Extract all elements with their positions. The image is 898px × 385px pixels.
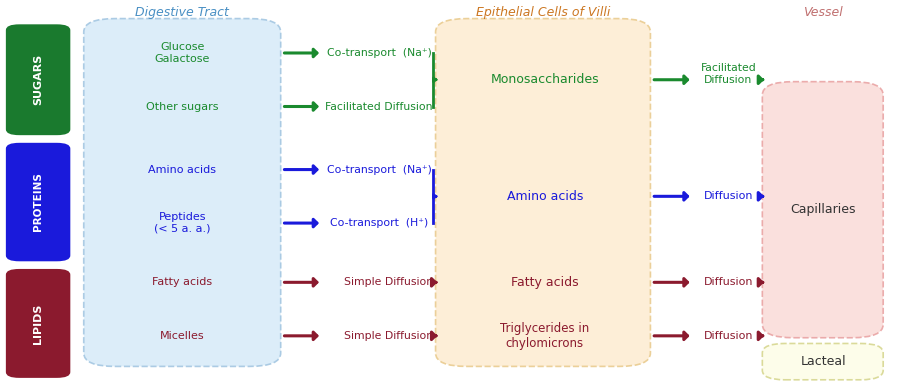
- Text: Lacteal: Lacteal: [800, 355, 846, 368]
- Text: SUGARS: SUGARS: [33, 54, 43, 105]
- Text: Simple Diffusion: Simple Diffusion: [344, 331, 433, 341]
- Text: Vessel: Vessel: [804, 6, 843, 18]
- Text: Micelles: Micelles: [160, 331, 205, 341]
- Text: Digestive Tract: Digestive Tract: [136, 6, 229, 18]
- Text: Capillaries: Capillaries: [790, 203, 856, 216]
- Text: Diffusion: Diffusion: [703, 277, 753, 287]
- Text: Co-transport  (Na⁺): Co-transport (Na⁺): [327, 48, 432, 58]
- Text: Facilitated
Diffusion: Facilitated Diffusion: [700, 63, 756, 85]
- Text: PROTEINS: PROTEINS: [33, 172, 43, 231]
- Text: Glucose
Galactose: Glucose Galactose: [154, 42, 210, 64]
- Text: Fatty acids: Fatty acids: [511, 276, 578, 289]
- Text: Amino acids: Amino acids: [148, 164, 216, 174]
- Text: Triglycerides in
chylomicrons: Triglycerides in chylomicrons: [500, 322, 589, 350]
- FancyBboxPatch shape: [84, 18, 281, 367]
- Text: Fatty acids: Fatty acids: [152, 277, 212, 287]
- Text: Other sugars: Other sugars: [146, 102, 218, 112]
- Text: Co-transport  (Na⁺): Co-transport (Na⁺): [327, 164, 432, 174]
- Text: Simple Diffusion: Simple Diffusion: [344, 277, 433, 287]
- Text: Peptides
(< 5 a. a.): Peptides (< 5 a. a.): [154, 212, 210, 234]
- FancyBboxPatch shape: [436, 18, 650, 367]
- Text: LIPIDS: LIPIDS: [33, 303, 43, 343]
- FancyBboxPatch shape: [762, 82, 883, 338]
- Text: Facilitated Diffusion: Facilitated Diffusion: [325, 102, 433, 112]
- FancyBboxPatch shape: [762, 343, 883, 380]
- Text: Co-transport  (H⁺): Co-transport (H⁺): [330, 218, 428, 228]
- Text: Diffusion: Diffusion: [703, 331, 753, 341]
- Text: Monosaccharides: Monosaccharides: [490, 73, 599, 86]
- FancyBboxPatch shape: [6, 143, 70, 261]
- FancyBboxPatch shape: [6, 269, 70, 378]
- Text: Epithelial Cells of Villi: Epithelial Cells of Villi: [476, 6, 610, 18]
- Text: Amino acids: Amino acids: [506, 190, 583, 203]
- Text: Diffusion: Diffusion: [703, 191, 753, 201]
- FancyBboxPatch shape: [6, 24, 70, 135]
